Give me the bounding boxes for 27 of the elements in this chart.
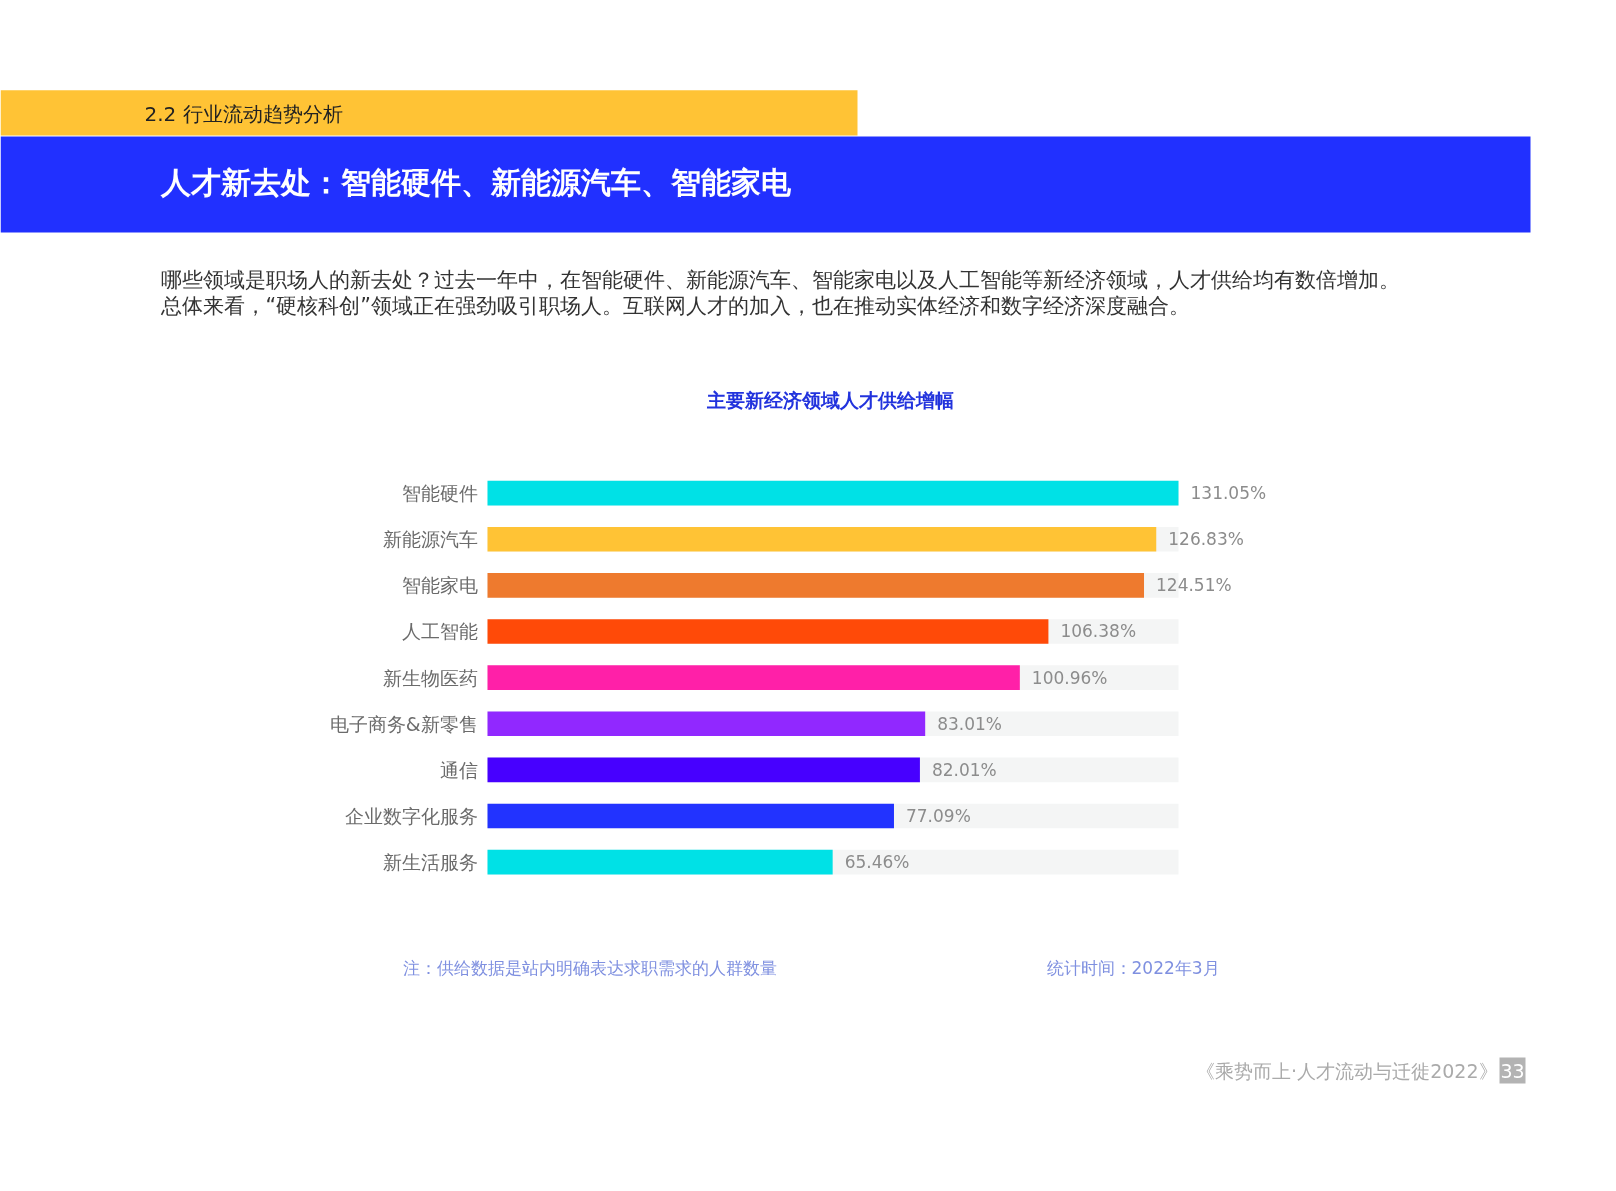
text: 33 xyxy=(1500,1059,1525,1082)
y-tick-label: 电子商务&新零售 xyxy=(329,712,478,735)
y-tick-label: 智能硬件 xyxy=(401,482,478,505)
data-label: 131.05% xyxy=(1190,483,1267,504)
data-label: 77.09% xyxy=(905,805,971,826)
text: 人才新去处：智能硬件、新能源汽车、智能家电 xyxy=(159,165,792,200)
y-tick-label: 企业数字化服务 xyxy=(344,804,478,827)
data-label: 82.01% xyxy=(931,759,997,780)
data-label: 126.83% xyxy=(1168,529,1244,550)
text: 统计时间：2022年3月 xyxy=(1046,957,1220,978)
data-label: 83.01% xyxy=(937,713,1003,734)
y-tick-label: 人工智能 xyxy=(401,620,478,643)
data-label: 106.38% xyxy=(1060,621,1137,642)
y-tick-label: 新生活服务 xyxy=(382,851,478,874)
data-label: 65.46% xyxy=(844,852,910,873)
text: 注：供给数据是站内明确表达求职需求的人群数量 xyxy=(402,957,777,978)
text: 2.2 行业流动趋势分析 xyxy=(144,101,343,126)
text: 哪些领域是职场人的新去处？过去一年中，在智能硬件、新能源汽车、智能家电以及人工智能等新经济领域，人才供给均有数倍增加。 xyxy=(160,267,1400,292)
y-tick-label: 新生物医药 xyxy=(382,666,478,689)
data-label: 124.51% xyxy=(1156,575,1232,596)
y-tick-label: 新能源汽车 xyxy=(382,528,478,551)
chart-title: 主要新经济领域人才供给增幅 xyxy=(706,388,954,411)
y-tick-label: 通信 xyxy=(439,758,478,781)
text: 《乘势而上·人才流动与迁徙2022》 xyxy=(1196,1059,1498,1082)
y-tick-label: 智能家电 xyxy=(401,574,478,597)
text: 总体来看，“硬核科创”领域正在强劲吸引职场人。互联网人才的加入，也在推动实体经济和数字经济深度融合。 xyxy=(159,293,1190,318)
data-label: 100.96% xyxy=(1031,667,1108,688)
